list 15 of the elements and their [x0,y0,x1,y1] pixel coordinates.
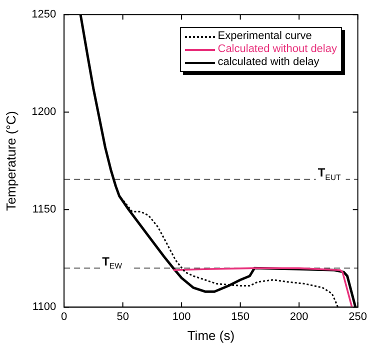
x-tick-label: 0 [61,310,68,323]
x-tick-label: 200 [290,310,308,323]
x-axis-title: Time (s) [187,328,235,343]
x-tick-label: 100 [172,310,191,323]
x-tick-label: 150 [231,310,250,323]
x-tick-label: 50 [116,310,129,323]
legend-label: Calculated without delay [218,43,337,56]
y-axis-title: Temperature (°C) [3,110,18,211]
legend-label: Experimental curve [218,30,312,43]
x-tick-label: 250 [348,310,368,323]
y-tick-label: 1150 [32,204,56,216]
y-tick-label: 1100 [32,301,56,314]
legend-label: calculated with delay [218,56,320,69]
y-tick-label: 1200 [32,106,56,118]
y-tick-label: 1250 [32,8,56,21]
